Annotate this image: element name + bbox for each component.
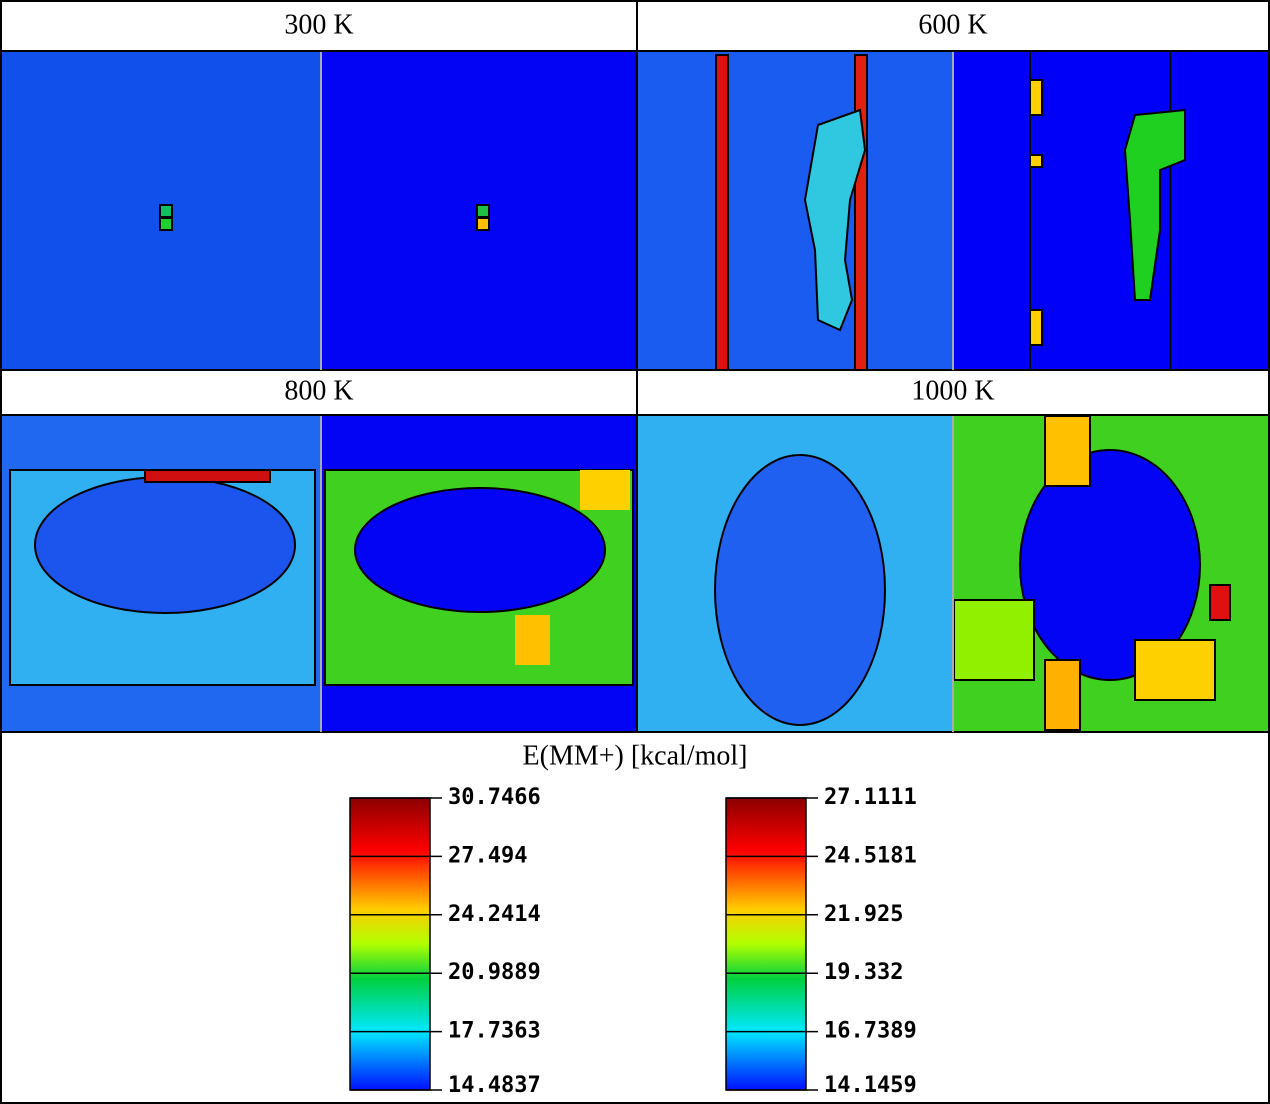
colorbar-tick-label: 27.1111	[824, 785, 917, 810]
colorbar-tick-label: 14.4837	[448, 1073, 541, 1098]
panel-label: 800 K	[284, 375, 353, 406]
colorbar-tick-label: 24.5181	[824, 843, 917, 868]
panel-label: 600 K	[918, 9, 987, 40]
colorbar-tick-label: 17.7363	[448, 1019, 541, 1044]
colorbar-tick-label: 24.2414	[448, 902, 541, 927]
panel-label: 300 K	[284, 9, 353, 40]
colorbar	[725, 797, 807, 1091]
legend-title: E(MM+) [kcal/mol]	[523, 740, 748, 771]
panel-label: 1000 K	[911, 375, 994, 406]
colorbar-tick-label: 21.925	[824, 902, 903, 927]
colorbar	[349, 797, 431, 1091]
colorbar-tick-label: 14.1459	[824, 1073, 917, 1098]
map-600k	[638, 52, 1270, 371]
map-300k	[2, 52, 636, 370]
colorbar-tick-label: 16.7389	[824, 1019, 917, 1044]
colorbar-tick-label: 20.9889	[448, 960, 541, 985]
panel-separators	[320, 52, 954, 732]
map-1000k	[638, 415, 1270, 732]
colorbar-tick-label: 19.332	[824, 960, 903, 985]
colorbar-tick-label: 30.7466	[448, 785, 541, 810]
map-800k	[2, 416, 636, 732]
colorbar-tick-label: 27.494	[448, 843, 527, 868]
